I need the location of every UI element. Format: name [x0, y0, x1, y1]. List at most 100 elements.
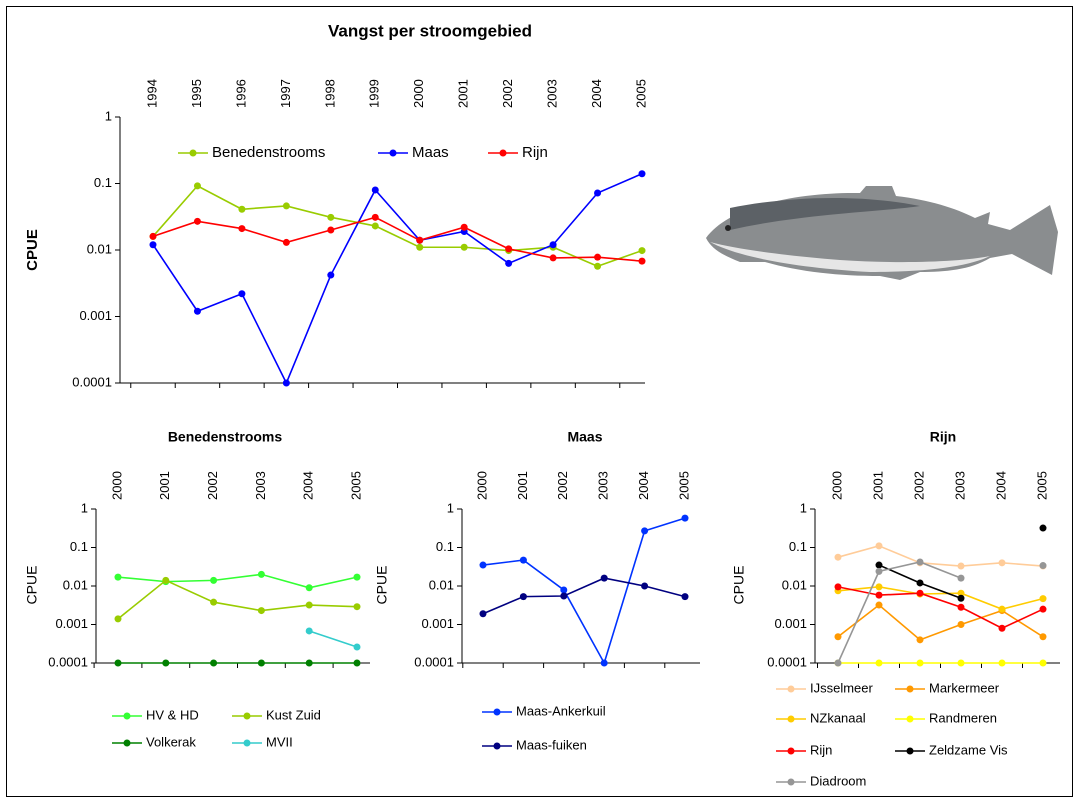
x-tick-label: 2002 [205, 471, 220, 500]
y-tick-label: 0.0001 [72, 374, 112, 389]
y-tick-label: 1 [447, 500, 454, 515]
data-point [305, 584, 313, 592]
data-point [957, 562, 965, 570]
legend-label: Benedenstrooms [212, 144, 325, 161]
legend-marker [243, 739, 251, 747]
data-point [560, 592, 568, 600]
fish-illustration [706, 186, 1058, 280]
x-tick-label: 1999 [367, 79, 382, 108]
series-line [837, 545, 1044, 567]
frame [6, 6, 1073, 797]
data-point [998, 624, 1006, 632]
data-point [149, 232, 157, 240]
x-tick-label: 2001 [456, 79, 471, 108]
data-point [353, 573, 361, 581]
data-point [594, 189, 602, 197]
y-tick-label: 0.001 [79, 308, 112, 323]
y-tick-label: 0.001 [55, 616, 88, 631]
x-tick-label: 2005 [633, 79, 648, 108]
data-point [875, 591, 883, 599]
x-tick-label: 2004 [589, 79, 604, 108]
y-axis-label: CPUE [731, 566, 747, 605]
x-tick-label: 1995 [189, 79, 204, 108]
y-tick-label: 0.01 [782, 577, 807, 592]
data-point [957, 574, 965, 582]
data-point [875, 659, 883, 667]
data-point [353, 643, 361, 651]
legend-label: Diadroom [810, 773, 866, 788]
data-point [549, 241, 557, 249]
legend-marker [906, 715, 914, 723]
data-point [327, 213, 335, 221]
data-point [875, 542, 883, 550]
series-line [837, 586, 1044, 630]
x-tick-label: 2005 [348, 471, 363, 500]
data-point [210, 576, 218, 584]
data-point [353, 603, 361, 611]
legend-marker [906, 685, 914, 693]
legend-label: Volkerak [146, 734, 196, 749]
data-point [505, 259, 513, 267]
series-line [117, 573, 358, 589]
x-tick-label: 1997 [278, 79, 293, 108]
data-point [638, 257, 646, 265]
data-point [305, 627, 313, 635]
data-point [600, 659, 608, 667]
x-tick-label: 1994 [144, 79, 159, 108]
data-point [416, 236, 424, 244]
chart-title: Rijn [930, 429, 956, 445]
legend-label: Zeldzame Vis [929, 742, 1008, 757]
y-tick-label: 0.01 [87, 241, 112, 256]
data-point [114, 573, 122, 581]
y-tick-label: 0.0001 [48, 654, 88, 669]
data-point [957, 589, 965, 597]
legend-label: HV & HD [146, 707, 199, 722]
x-tick-label: 2001 [157, 471, 172, 500]
data-point [957, 594, 965, 602]
x-tick-label: 2002 [500, 79, 515, 108]
legend-label: Maas-Ankerkuil [516, 703, 606, 718]
series-line [152, 216, 643, 262]
legend-label: Markermeer [929, 680, 1000, 695]
data-point [257, 607, 265, 615]
legend-label: NZkanaal [810, 710, 866, 725]
legend-label: Kust Zuid [266, 707, 321, 722]
legend-marker [787, 778, 795, 786]
data-point [238, 205, 246, 213]
series-line [152, 173, 643, 385]
y-tick-label: 1 [105, 108, 112, 123]
legend-marker [493, 708, 501, 716]
data-point [282, 202, 290, 210]
data-point [1039, 562, 1047, 570]
x-tick-label: 2000 [829, 471, 844, 500]
data-point [114, 615, 122, 623]
series-line [482, 517, 686, 666]
legend-label: Rijn [522, 144, 548, 161]
data-point [162, 576, 170, 584]
y-tick-label: 0.1 [789, 539, 807, 554]
data-point [505, 245, 513, 253]
data-point [834, 659, 842, 667]
x-tick-label: 2003 [253, 471, 268, 500]
x-tick-label: 1998 [322, 79, 337, 108]
legend-label: IJsselmeer [810, 680, 874, 695]
data-point [916, 558, 924, 566]
data-point [519, 556, 527, 564]
chart-title: Maas [567, 429, 602, 445]
y-tick-label: 0.01 [63, 577, 88, 592]
legend-marker [123, 739, 131, 747]
legend-marker [189, 149, 197, 157]
x-tick-label: 2002 [911, 471, 926, 500]
data-point [560, 586, 568, 594]
x-tick-label: 2003 [596, 471, 611, 500]
series-line [152, 184, 643, 268]
y-tick-label: 0.001 [421, 616, 454, 631]
x-tick-label: 2004 [993, 471, 1008, 500]
legend-marker [787, 747, 795, 755]
data-point [238, 290, 246, 298]
x-tick-label: 1996 [233, 79, 248, 108]
data-point [460, 223, 468, 231]
data-point [998, 559, 1006, 567]
x-tick-label: 2000 [411, 79, 426, 108]
